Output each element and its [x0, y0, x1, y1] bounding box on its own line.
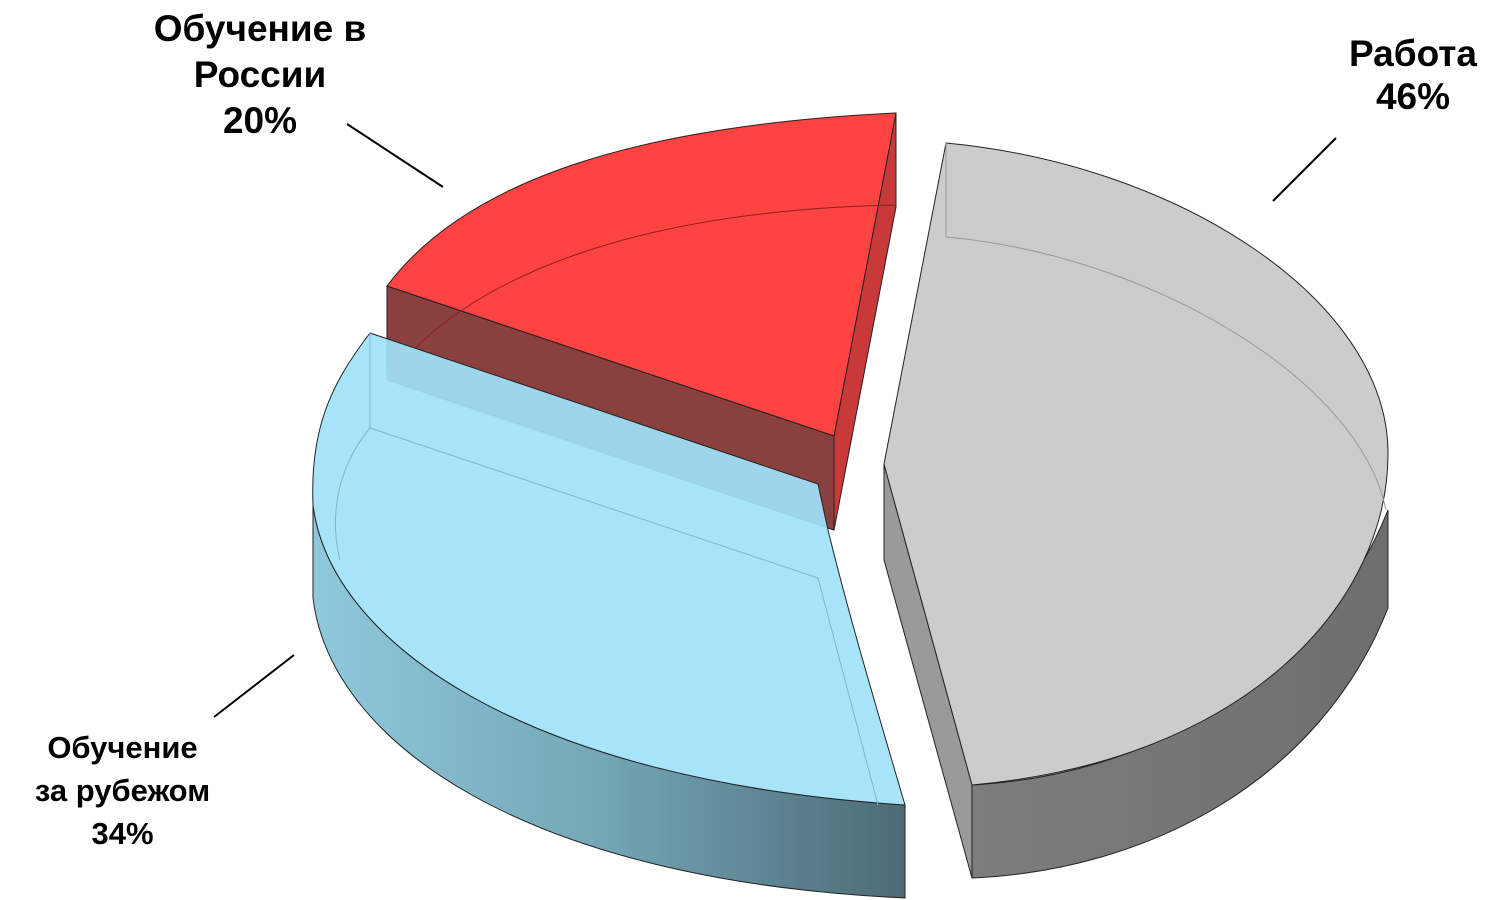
slice-label-rabota-pct: 46%	[1375, 76, 1451, 117]
slice-label-rabota-line1: Работа	[1348, 33, 1477, 74]
pie-slice-russia-top	[386, 112, 897, 437]
slice-label-russia-line2: России	[193, 54, 327, 95]
slice-label-rabota: Работа 46%	[1318, 32, 1488, 118]
leader-line-rabota	[1272, 137, 1337, 202]
slice-label-abroad-pct: 34%	[91, 816, 154, 851]
leader-line-russia	[346, 123, 444, 188]
slice-label-abroad: Обучение за рубежом 34%	[0, 726, 245, 855]
pie-slice-abroad	[312, 332, 906, 899]
pie-slice-rabota	[883, 142, 1389, 879]
slice-label-russia: Обучение в России 20%	[105, 6, 415, 144]
slice-label-russia-pct: 20%	[222, 100, 298, 141]
slice-label-abroad-line2: за рубежом	[34, 773, 211, 808]
pie-slice-abroad-top	[312, 332, 906, 806]
leader-line-abroad	[213, 654, 295, 718]
slice-label-abroad-line1: Обучение	[47, 730, 198, 765]
pie-slice-rabota-top	[883, 142, 1389, 786]
slice-label-russia-line1: Обучение в	[153, 8, 367, 49]
